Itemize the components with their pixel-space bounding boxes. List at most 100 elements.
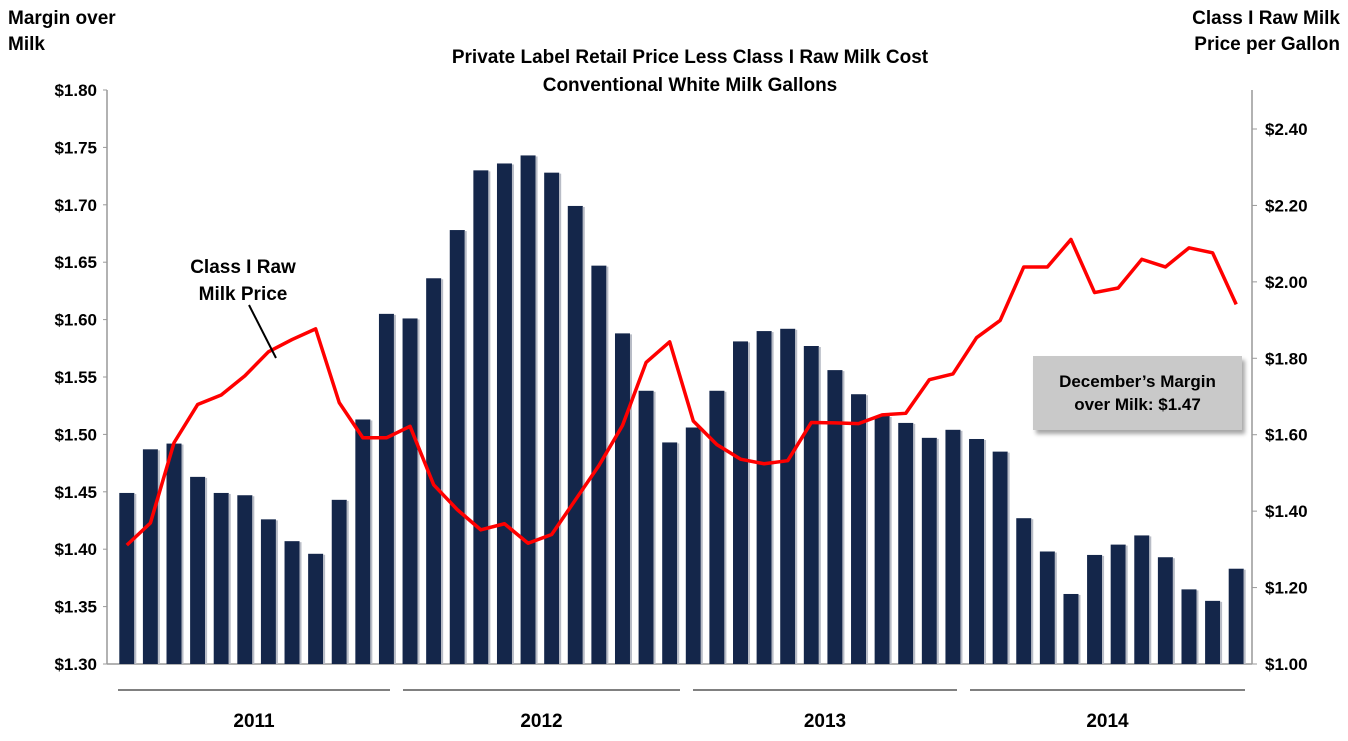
bar-shadow: [275, 520, 278, 664]
bar-margin: [1157, 557, 1173, 664]
left-tick-label: $1.30: [54, 655, 97, 674]
bar-margin: [520, 155, 536, 664]
bar-margin: [1181, 589, 1197, 664]
bar-margin: [756, 331, 772, 664]
bar-margin: [638, 390, 654, 664]
bar-margin: [992, 451, 1008, 664]
bar-margin: [921, 437, 937, 664]
bar-shadow: [795, 329, 798, 664]
bar-margin: [260, 519, 276, 664]
bar-shadow: [157, 450, 160, 664]
right-tick-label: $1.80: [1265, 349, 1308, 368]
bar-margin: [308, 553, 324, 664]
right-tick-label: $1.20: [1265, 579, 1308, 598]
bar-shadow: [771, 332, 774, 664]
bar-shadow: [629, 334, 632, 664]
bar-margin: [567, 205, 583, 664]
right-axis-title: Class I Raw Milk: [1192, 8, 1340, 29]
bar-shadow: [984, 439, 987, 664]
chart-title: Private Label Retail Price Less Class I …: [452, 47, 929, 68]
bar-margin: [473, 170, 489, 665]
bar-shadow: [181, 444, 184, 664]
bar-shadow: [606, 266, 609, 664]
bar-margin: [119, 492, 135, 664]
bar-margin: [426, 278, 442, 664]
bar-shadow: [936, 438, 939, 664]
year-label: 2012: [520, 711, 562, 732]
bar-margin: [945, 429, 961, 664]
bar-margin: [851, 394, 867, 664]
bar-shadow: [724, 391, 727, 664]
left-tick-label: $1.80: [54, 81, 97, 100]
right-tick-label: $1.00: [1265, 655, 1308, 674]
bar-shadow: [889, 417, 892, 664]
bar-shadow: [1078, 594, 1081, 664]
callout-line-2: over Milk: $1.47: [1074, 395, 1201, 414]
line-class-i-raw-milk-price: [125, 237, 1238, 547]
left-tick-label: $1.50: [54, 425, 97, 444]
bar-margin: [449, 230, 465, 664]
bar-shadow: [1149, 536, 1152, 664]
bar-shadow: [866, 395, 869, 664]
bar-shadow: [393, 314, 396, 664]
bar-margin: [213, 492, 229, 664]
left-tick-label: $1.40: [54, 540, 97, 559]
left-tick-label: $1.35: [54, 598, 97, 617]
bar-margin: [284, 541, 300, 664]
bar-margin: [544, 172, 560, 664]
left-tick-label: $1.75: [54, 138, 97, 157]
left-axis-title: Milk: [8, 34, 45, 55]
bar-margin: [874, 416, 890, 664]
bar-margin: [496, 163, 512, 665]
bar-shadow: [1125, 545, 1128, 664]
bar-margin: [190, 476, 206, 664]
bar-shadow: [205, 477, 208, 664]
bar-shadow: [1054, 552, 1057, 664]
callout-line-1: December’s Margin: [1059, 372, 1216, 391]
bar-margin: [780, 328, 796, 664]
line-annotation-label: Milk Price: [199, 284, 288, 305]
bar-margin: [662, 442, 678, 664]
bar-shadow: [653, 391, 656, 664]
year-label: 2011: [233, 711, 275, 732]
bar-shadow: [559, 173, 562, 664]
year-label: 2014: [1086, 711, 1129, 732]
bar-margin: [898, 422, 914, 664]
bar-shadow: [417, 319, 420, 664]
right-tick-label: $1.40: [1265, 502, 1308, 521]
bar-shadow: [252, 496, 255, 664]
bar-shadow: [1007, 452, 1010, 664]
bar-margin: [1134, 535, 1150, 664]
right-tick-label: $1.60: [1265, 426, 1308, 445]
bar-shadow: [488, 171, 491, 665]
bar-shadow: [913, 423, 916, 664]
bar-margin: [237, 495, 253, 664]
bar-margin: [1228, 568, 1244, 664]
right-tick-label: $2.20: [1265, 196, 1308, 215]
left-tick-label: $1.70: [54, 196, 97, 215]
year-label: 2013: [804, 711, 846, 732]
bar-shadow: [228, 493, 231, 664]
left-tick-label: $1.65: [54, 253, 97, 272]
bar-margin: [166, 443, 182, 664]
bar-shadow: [1172, 558, 1175, 664]
bar-shadow: [700, 428, 703, 664]
bar-margin: [1110, 544, 1126, 664]
bar-shadow: [370, 420, 373, 664]
bar-shadow: [1243, 569, 1246, 664]
bar-shadow: [299, 542, 302, 664]
bar-shadow: [1102, 555, 1105, 664]
bar-shadow: [511, 164, 514, 665]
bar-shadow: [1031, 519, 1034, 664]
bar-margin: [685, 427, 701, 664]
bar-margin: [614, 333, 630, 664]
december-margin-callout: December’s Margin over Milk: $1.47: [1033, 356, 1242, 430]
bar-shadow: [441, 279, 444, 664]
annotation-leader-line: [248, 304, 277, 359]
bar-margin: [1205, 600, 1221, 664]
right-tick-label: $2.40: [1265, 120, 1308, 139]
bar-shadow: [582, 206, 585, 664]
bar-shadow: [1220, 601, 1223, 664]
bar-margin: [709, 390, 725, 664]
bar-margin: [1016, 518, 1032, 664]
